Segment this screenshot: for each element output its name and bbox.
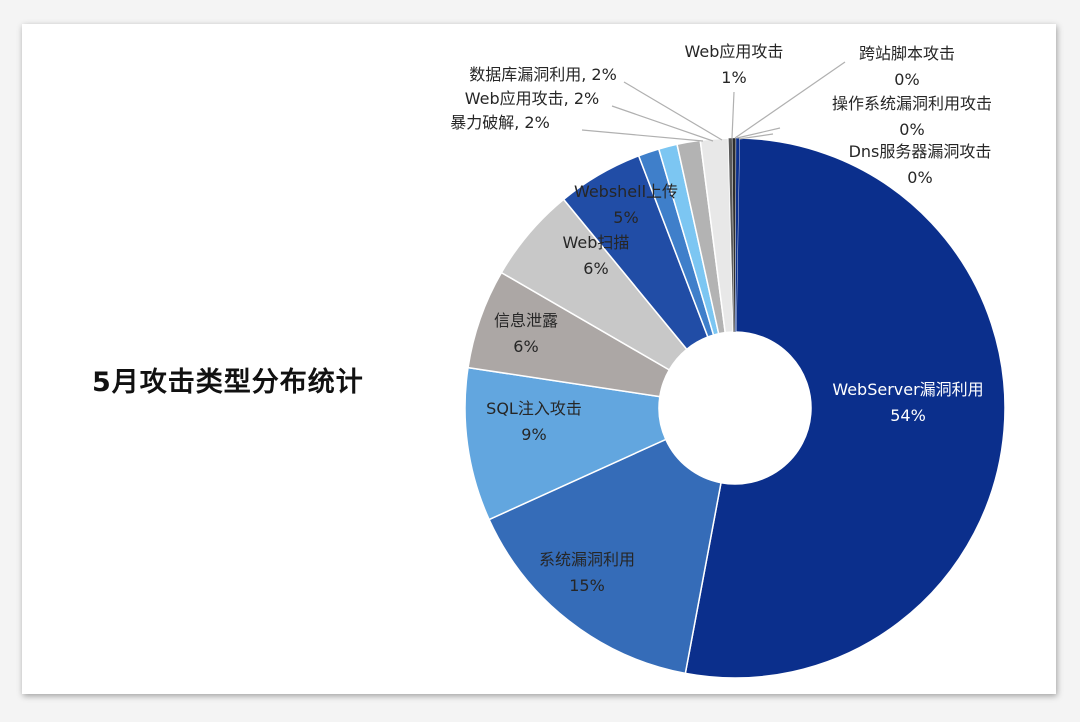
slice-value-4: 6% — [583, 259, 608, 278]
slice-label-7: Web应用攻击, 2% — [465, 89, 599, 108]
slice-value-11: 0% — [899, 120, 924, 139]
slice-name-11: 操作系统漏洞利用攻击 — [832, 94, 992, 113]
slice-value-1: 15% — [569, 576, 605, 595]
leader-line-12 — [738, 133, 774, 140]
slice-value-0: 54% — [890, 406, 926, 425]
leader-line-11 — [736, 127, 781, 139]
slice-value-5: 5% — [613, 208, 638, 227]
slice-value-12: 0% — [907, 168, 932, 187]
slice-label-8: 数据库漏洞利用, 2% — [469, 65, 617, 84]
slice-1 — [488, 438, 722, 675]
leader-line-7 — [611, 105, 714, 142]
slice-label-6: 暴力破解, 2% — [450, 113, 550, 132]
slice-name-2: SQL注入攻击 — [486, 399, 582, 418]
leader-line-9 — [731, 91, 735, 139]
slice-value-10: 0% — [894, 70, 919, 89]
slice-value-2: 9% — [521, 425, 546, 444]
slice-name-0: WebServer漏洞利用 — [832, 380, 983, 399]
leader-line-6 — [581, 129, 704, 142]
slice-name-12: Dns服务器漏洞攻击 — [849, 142, 992, 161]
leader-line-8 — [623, 81, 723, 141]
slice-name-4: Web扫描 — [563, 233, 630, 252]
chart-title: 5月攻击类型分布统计 — [92, 367, 364, 398]
slice-name-5: Webshell上传 — [574, 182, 678, 201]
slice-name-9: Web应用攻击 — [685, 42, 784, 61]
slice-0 — [684, 137, 1006, 679]
slice-name-3: 信息泄露 — [494, 311, 558, 330]
slice-2 — [464, 366, 667, 521]
slice-value-9: 1% — [721, 68, 746, 87]
slice-name-10: 跨站脚本攻击 — [859, 44, 955, 63]
slice-name-1: 系统漏洞利用 — [539, 550, 635, 569]
slice-value-3: 6% — [513, 337, 538, 356]
leader-line-10 — [734, 61, 846, 139]
